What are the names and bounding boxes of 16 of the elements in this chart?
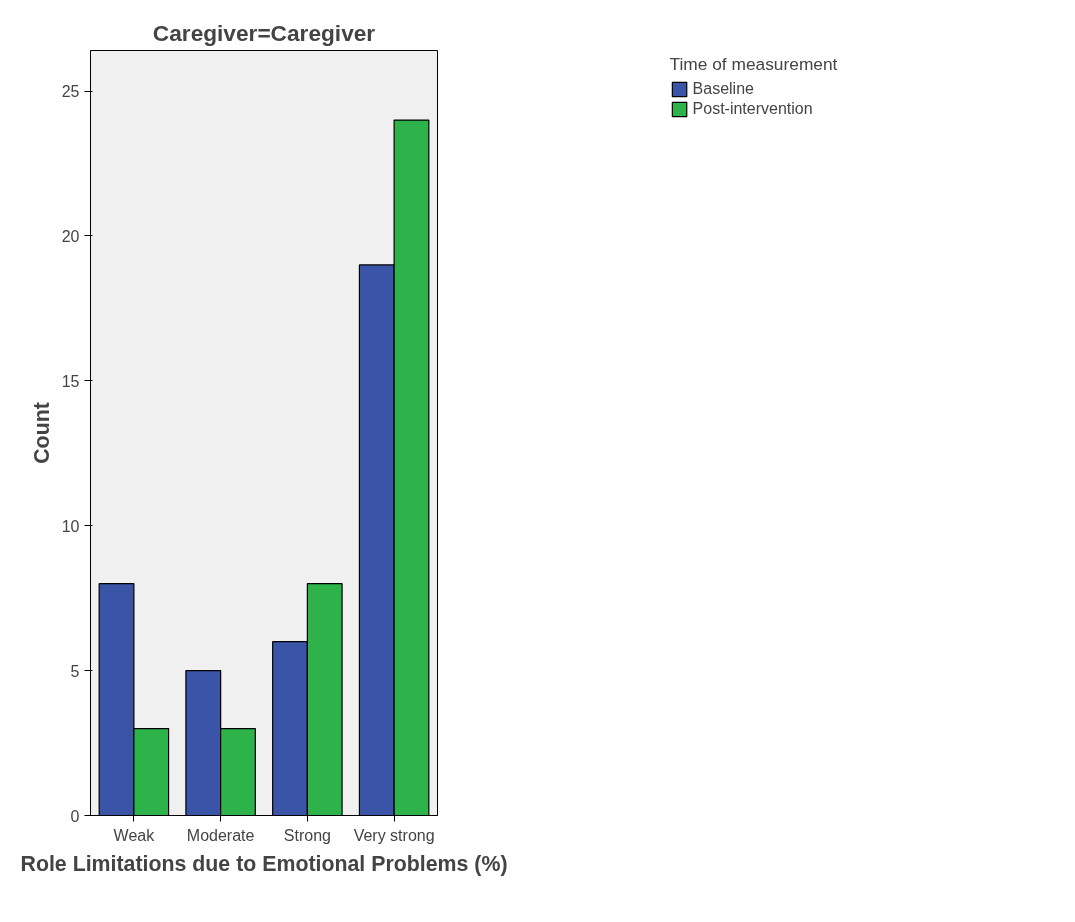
- y-axis-title: Count: [29, 402, 54, 464]
- y-tick-label: 0: [70, 807, 80, 825]
- y-tick-label: 5: [70, 662, 80, 680]
- x-tick-label: Strong: [283, 826, 331, 844]
- legend-label: Post-intervention: [692, 100, 813, 118]
- y-tick-label: 10: [61, 517, 80, 535]
- x-axis-title: Role Limitations due to Emotional Problems (%): [20, 851, 508, 876]
- y-tick-label: 25: [61, 83, 80, 101]
- x-tick-label: Weak: [113, 826, 156, 844]
- y-tick-label: 15: [61, 372, 80, 390]
- y-tick-label: 20: [61, 227, 80, 245]
- x-tick-label: Very strong: [353, 826, 435, 844]
- legend-title: Time of measurement: [669, 54, 838, 75]
- legend-label: Baseline: [692, 80, 754, 98]
- x-tick-label: Moderate: [186, 826, 255, 844]
- chart-title: Caregiver=Caregiver: [152, 19, 376, 46]
